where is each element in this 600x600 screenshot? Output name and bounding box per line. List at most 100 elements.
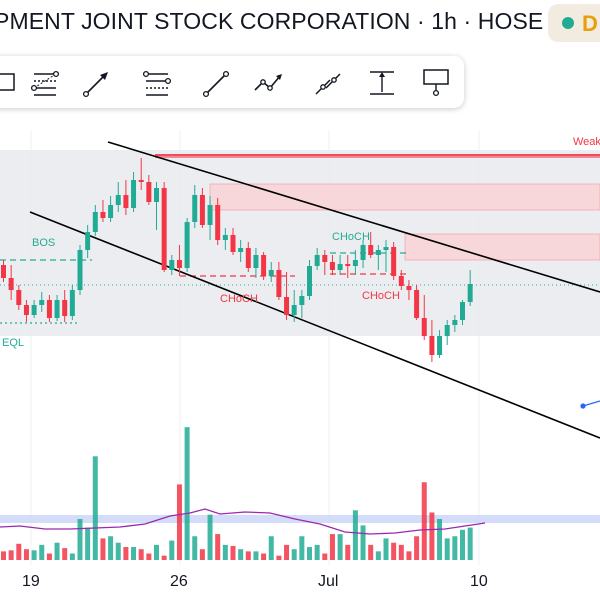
- candle-body: [85, 232, 91, 250]
- tool-trend-line[interactable]: [198, 64, 234, 100]
- volume-bar: [352, 510, 358, 560]
- volume-bar: [261, 553, 267, 560]
- weak-high-label: Weak: [573, 136, 600, 148]
- tool-anchored-note[interactable]: [418, 64, 454, 100]
- x-tick-label: 10: [470, 573, 488, 590]
- candle-body: [398, 276, 404, 286]
- tool-rectangle[interactable]: [0, 64, 24, 100]
- candle-body: [184, 222, 190, 268]
- volume-bar: [92, 456, 98, 560]
- candle-body: [253, 255, 259, 268]
- volume-bar: [437, 518, 443, 560]
- candle-body: [222, 235, 228, 240]
- candle-body: [46, 300, 52, 318]
- volume-bar: [253, 551, 259, 560]
- drawing-fragment: [582, 400, 600, 407]
- supply-zone-2: [404, 233, 600, 261]
- volume-bar: [23, 549, 29, 560]
- candle-body: [299, 296, 305, 305]
- anchored-note-icon: [423, 69, 449, 97]
- fib-retracement-icon: [30, 70, 60, 96]
- volume-bar: [291, 549, 297, 560]
- channel-upper-line[interactable]: [107, 141, 600, 293]
- x-tick-label: Jul: [318, 573, 339, 590]
- candle-body: [146, 182, 152, 202]
- volume-bar: [69, 553, 75, 560]
- volume-bar: [161, 555, 167, 560]
- volume-bar: [322, 553, 328, 560]
- candle-body: [444, 325, 450, 336]
- candle-body: [337, 264, 343, 270]
- candle-body: [169, 260, 175, 270]
- volume-bar: [230, 545, 236, 560]
- volume-bar: [238, 549, 244, 560]
- volume-bar: [131, 547, 137, 560]
- x-tick-label: 26: [170, 573, 188, 590]
- candle-body: [414, 290, 420, 318]
- candle-body: [268, 270, 274, 276]
- candle-body: [199, 195, 205, 225]
- candle-body: [16, 290, 22, 305]
- x-tick-label: 19: [22, 573, 40, 590]
- volume-bar: [62, 548, 68, 560]
- status-badge[interactable]: D: [548, 4, 600, 42]
- volume-bar: [46, 553, 52, 560]
- page-title: PMENT JOINT STOCK CORPORATION · 1h · HOS…: [0, 8, 544, 34]
- status-letter: D: [582, 11, 598, 36]
- candle-body: [291, 305, 297, 315]
- volume-bar: [406, 551, 412, 560]
- candle-body: [62, 300, 68, 316]
- candle-body: [69, 290, 75, 316]
- candle-body: [77, 250, 83, 290]
- tool-fib-extension[interactable]: [138, 64, 174, 100]
- arrow-icon: [82, 72, 108, 98]
- candle-body: [307, 266, 312, 296]
- volume-bar: [414, 536, 420, 560]
- candle-body: [276, 270, 282, 297]
- choch-right-label: CHoCH: [362, 290, 400, 302]
- volume-bar: [284, 544, 290, 560]
- volume-bar: [337, 534, 343, 560]
- volume-bar: [307, 547, 312, 560]
- candle-body: [460, 302, 465, 320]
- candle-body: [31, 305, 37, 315]
- price-range-icon: [370, 71, 394, 95]
- candle-body: [154, 188, 159, 202]
- volume-bar: [115, 542, 121, 560]
- channel-lower-line[interactable]: [29, 211, 600, 439]
- volume-bar: [467, 527, 473, 560]
- eql-label: EQL: [2, 337, 25, 349]
- candle-body: [352, 260, 358, 266]
- candles: [1, 158, 473, 362]
- volume-bar: [215, 534, 221, 560]
- volume-bars: [1, 427, 473, 560]
- volume-bar: [276, 555, 282, 560]
- candle-body: [375, 250, 381, 255]
- candle-body: [284, 297, 290, 315]
- volume-bar: [398, 544, 404, 560]
- candle-body: [429, 336, 435, 355]
- candle-body: [467, 284, 473, 302]
- candle-body: [176, 260, 182, 268]
- tool-arrow[interactable]: [78, 64, 114, 100]
- candle-body: [1, 265, 6, 278]
- candle-body: [261, 255, 267, 276]
- volume-bar: [108, 536, 114, 560]
- volume-bar: [176, 484, 182, 560]
- tool-price-range[interactable]: [364, 64, 400, 100]
- volume-ma-line: [0, 508, 486, 535]
- tool-path[interactable]: [250, 64, 286, 100]
- volume-bar: [452, 536, 458, 560]
- drawing-handle[interactable]: [580, 403, 586, 409]
- supply-zone-1: [209, 183, 600, 211]
- volume-bar: [314, 544, 320, 560]
- choch-top-label: CHoCH: [332, 231, 370, 243]
- volume-bar: [138, 549, 144, 560]
- candle-body: [406, 286, 412, 290]
- parallel-line-icon: [315, 73, 341, 95]
- volume-bar: [169, 540, 175, 560]
- bos-label: BOS: [32, 237, 56, 249]
- tool-fib-retracement[interactable]: [26, 64, 62, 100]
- tool-parallel-line[interactable]: [310, 64, 346, 100]
